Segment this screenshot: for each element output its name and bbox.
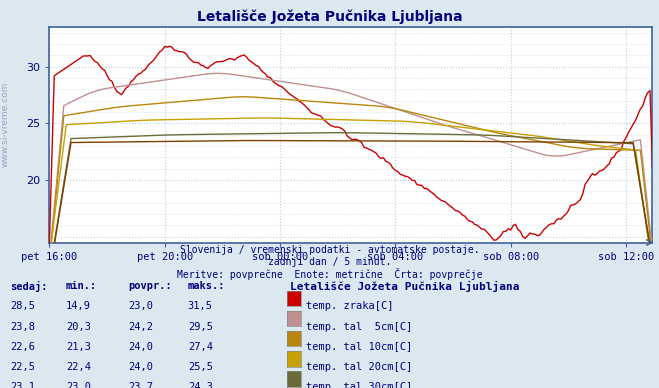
Text: maks.:: maks.: bbox=[188, 281, 225, 291]
Text: Meritve: povprečne  Enote: metrične  Črta: povprečje: Meritve: povprečne Enote: metrične Črta:… bbox=[177, 268, 482, 281]
Text: 24,3: 24,3 bbox=[188, 382, 213, 388]
Text: temp. tal 10cm[C]: temp. tal 10cm[C] bbox=[306, 342, 413, 352]
Text: 21,3: 21,3 bbox=[66, 342, 91, 352]
Text: 23,8: 23,8 bbox=[10, 322, 35, 332]
Text: 31,5: 31,5 bbox=[188, 301, 213, 312]
Text: 25,5: 25,5 bbox=[188, 362, 213, 372]
Text: 24,0: 24,0 bbox=[129, 342, 154, 352]
Text: 23,1: 23,1 bbox=[10, 382, 35, 388]
Text: 23,7: 23,7 bbox=[129, 382, 154, 388]
Text: Slovenija / vremenski podatki - avtomatske postaje.: Slovenija / vremenski podatki - avtomats… bbox=[180, 245, 479, 255]
Text: 14,9: 14,9 bbox=[66, 301, 91, 312]
Text: 23,0: 23,0 bbox=[66, 382, 91, 388]
Text: 29,5: 29,5 bbox=[188, 322, 213, 332]
Text: 24,0: 24,0 bbox=[129, 362, 154, 372]
Text: 22,4: 22,4 bbox=[66, 362, 91, 372]
Text: 22,5: 22,5 bbox=[10, 362, 35, 372]
Text: 23,0: 23,0 bbox=[129, 301, 154, 312]
Text: 28,5: 28,5 bbox=[10, 301, 35, 312]
Text: Letališče Jožeta Pučnika Ljubljana: Letališče Jožeta Pučnika Ljubljana bbox=[196, 10, 463, 24]
Text: 24,2: 24,2 bbox=[129, 322, 154, 332]
Text: 22,6: 22,6 bbox=[10, 342, 35, 352]
Text: min.:: min.: bbox=[66, 281, 97, 291]
Text: temp. zraka[C]: temp. zraka[C] bbox=[306, 301, 394, 312]
Text: 20,3: 20,3 bbox=[66, 322, 91, 332]
Text: temp. tal 30cm[C]: temp. tal 30cm[C] bbox=[306, 382, 413, 388]
Text: 27,4: 27,4 bbox=[188, 342, 213, 352]
Text: zadnji dan / 5 minut.: zadnji dan / 5 minut. bbox=[268, 257, 391, 267]
Text: temp. tal 20cm[C]: temp. tal 20cm[C] bbox=[306, 362, 413, 372]
Text: www.si-vreme.com: www.si-vreme.com bbox=[1, 81, 10, 167]
Text: povpr.:: povpr.: bbox=[129, 281, 172, 291]
Text: temp. tal  5cm[C]: temp. tal 5cm[C] bbox=[306, 322, 413, 332]
Text: Letališče Jožeta Pučnika Ljubljana: Letališče Jožeta Pučnika Ljubljana bbox=[290, 281, 519, 292]
Text: sedaj:: sedaj: bbox=[10, 281, 47, 292]
